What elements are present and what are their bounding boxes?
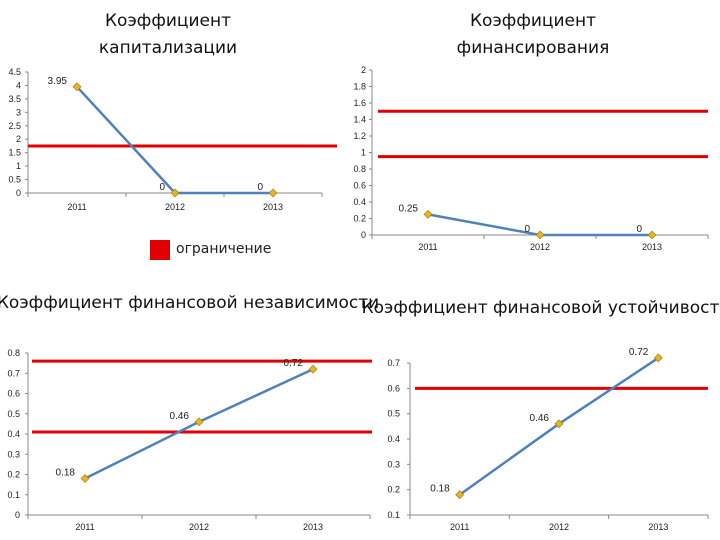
x-tick-label: 2012 [530, 242, 550, 252]
x-tick-label: 2013 [303, 522, 323, 532]
data-label: 0.46 [170, 411, 190, 422]
data-label: 0.46 [530, 413, 550, 424]
y-tick-label: 4.5 [8, 67, 21, 77]
y-tick-label: 0.8 [7, 348, 20, 358]
x-tick-label: 2011 [67, 202, 86, 212]
y-tick-label: 0.4 [387, 434, 400, 444]
data-label: 0.72 [284, 358, 304, 369]
chart-4: Коэффициент финансовой устойчивости 0.1 0.… [362, 298, 720, 532]
data-point [308, 364, 318, 374]
data-label: 0.72 [629, 347, 649, 358]
y-tick-label: 0.7 [7, 368, 20, 378]
y-tick-label: 0.7 [387, 358, 400, 368]
y-tick-label: 0.4 [353, 197, 366, 207]
x-tick-label: 2011 [450, 522, 469, 532]
y-tick-label: 2 [361, 65, 366, 75]
y-tick-label: 0.6 [387, 383, 400, 393]
y-tick-label: 0.4 [7, 429, 20, 439]
y-tick-label: 0.8 [353, 164, 366, 174]
y-tick-label: 0.6 [7, 389, 20, 399]
chart-title-line: Коэффициент финансовой независимости [0, 293, 379, 313]
data-point [554, 419, 564, 429]
y-tick-label: 3 [16, 107, 21, 117]
y-tick-label: 1 [16, 161, 21, 171]
y-tick-label: 0.3 [387, 459, 400, 469]
y-tick-label: 0 [16, 188, 21, 198]
data-label: 0 [636, 224, 642, 235]
x-tick-label: 2011 [75, 522, 94, 532]
x-tick-label: 2012 [549, 522, 569, 532]
data-point [653, 353, 663, 363]
chart-title-line: Коэффициент финансовой устойчивости [362, 298, 720, 318]
data-point [423, 209, 433, 219]
data-label: 0.25 [399, 203, 419, 214]
y-tick-label: 0.6 [353, 181, 366, 191]
y-tick-label: 0.2 [7, 470, 20, 480]
data-point [170, 188, 180, 198]
data-point [455, 490, 465, 500]
y-tick-label: 0.5 [7, 409, 20, 419]
y-tick-label: 0.2 [387, 485, 400, 495]
y-tick-label: 0.5 [8, 175, 21, 185]
data-label: 0 [159, 182, 165, 193]
chart-2: Коэффициент финансирования 0 0.2 0.4 0.6 0.8 1 1… [353, 11, 709, 252]
x-tick-label: 2013 [263, 202, 283, 212]
data-point [72, 82, 82, 92]
y-tick-label: 0.2 [353, 214, 366, 224]
data-label: 0.18 [56, 468, 76, 479]
series-line [76, 85, 273, 195]
y-tick-label: 1.4 [353, 115, 366, 125]
data-label: 0 [524, 224, 530, 235]
y-tick-label: 0.1 [7, 490, 20, 500]
data-point [268, 188, 278, 198]
legend-label: ограничение [176, 241, 271, 257]
y-tick-label: 0 [361, 230, 366, 240]
chart-3: Коэффициент финансовой независимости 0 0.1… [0, 293, 379, 532]
x-tick-label: 2012 [165, 202, 185, 212]
y-tick-label: 1.8 [353, 82, 366, 92]
y-tick-label: 3.5 [8, 94, 21, 104]
chart-title-line: финансирования [457, 38, 610, 58]
y-tick-label: 1.5 [8, 148, 21, 158]
data-point [194, 417, 204, 427]
data-label: 0 [257, 182, 263, 193]
legend-swatch [150, 240, 170, 260]
data-point [647, 230, 657, 240]
y-tick-label: 0.5 [387, 409, 400, 419]
y-tick-label: 1.6 [353, 98, 366, 108]
data-label: 0.18 [430, 484, 450, 495]
y-tick-label: 1 [361, 148, 366, 158]
chart-title-line: Коэффициент [105, 11, 231, 31]
chart-title-line: Коэффициент [470, 11, 596, 31]
y-tick-label: 2 [16, 134, 21, 144]
chart-title-line: капитализации [99, 38, 237, 58]
y-tick-label: 0.1 [387, 510, 400, 520]
data-label: 3.95 [48, 76, 68, 87]
y-tick-label: 0.3 [7, 449, 20, 459]
x-tick-label: 2013 [648, 522, 668, 532]
data-point [80, 474, 90, 483]
y-tick-label: 0 [15, 510, 20, 520]
legend: ограничение [150, 240, 271, 260]
chart-1: Коэффициент капитализации 0 0.5 1 1.5 2 2.5 3 3.5… [8, 11, 337, 212]
x-tick-label: 2012 [189, 522, 209, 532]
y-tick-label: 1.2 [353, 131, 366, 141]
x-tick-label: 2011 [418, 242, 437, 252]
data-point [535, 230, 545, 240]
y-tick-label: 2.5 [8, 121, 21, 131]
x-tick-label: 2013 [642, 242, 662, 252]
y-tick-label: 4 [16, 80, 21, 90]
